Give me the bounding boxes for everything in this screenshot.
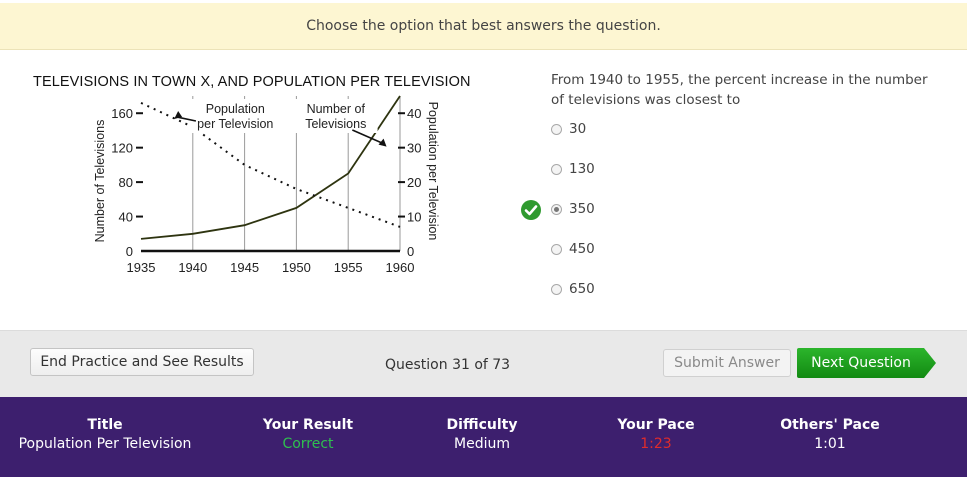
y-left-tick-label: 80 bbox=[119, 175, 133, 190]
y-right-tick-label: 10 bbox=[407, 210, 421, 225]
answer-option-3[interactable]: 350 bbox=[551, 201, 595, 217]
stat-heading: Your Result bbox=[262, 417, 354, 433]
annotation-population-line1: Population bbox=[206, 102, 265, 116]
x-tick-label: 1950 bbox=[282, 260, 311, 275]
radio-button[interactable] bbox=[551, 123, 562, 135]
y-left-tick-label: 120 bbox=[111, 141, 133, 156]
stat-heading: Title bbox=[87, 417, 123, 433]
y-left-axis-title: Number of Televisions bbox=[93, 120, 107, 243]
option-label: 350 bbox=[569, 201, 595, 217]
stat-title: Title Population Per Television bbox=[15, 417, 195, 452]
y-left-tick-label: 0 bbox=[126, 244, 133, 259]
y-right-tick-label: 30 bbox=[407, 141, 421, 156]
next-question-button[interactable]: Next Question bbox=[797, 348, 937, 378]
radio-button[interactable] bbox=[551, 243, 562, 255]
next-question-label: Next Question bbox=[811, 355, 911, 371]
answer-option-1[interactable]: 30 bbox=[551, 121, 586, 137]
series-line-0 bbox=[140, 95, 401, 240]
stat-value: Medium bbox=[454, 436, 510, 452]
instruction-banner: Choose the option that best answers the … bbox=[0, 3, 967, 50]
stat-your-pace: Your Pace 1:23 bbox=[566, 417, 746, 452]
answer-option-4[interactable]: 450 bbox=[551, 241, 595, 257]
arrow-head-televisions bbox=[378, 138, 387, 147]
annotation-televisions-line1: Number of bbox=[307, 102, 366, 116]
y-right-tick-label: 20 bbox=[407, 175, 421, 190]
stat-value: Population Per Television bbox=[18, 436, 192, 452]
annotation-arrow-televisions bbox=[352, 129, 384, 145]
instruction-text: Choose the option that best answers the … bbox=[306, 18, 661, 34]
tv-population-chart: 1935 1940 1945 1950 1955 19600408012016001020… bbox=[93, 95, 440, 275]
annotation-bg bbox=[293, 99, 378, 133]
annotation-televisions-line2: Televisions bbox=[305, 117, 366, 131]
x-tick-label: 1940 bbox=[178, 260, 207, 275]
stat-heading: Others' Pace bbox=[780, 417, 880, 433]
x-tick-label: 1945 bbox=[230, 260, 259, 275]
y-left-tick-label: 160 bbox=[111, 106, 133, 121]
answer-option-2[interactable]: 130 bbox=[551, 161, 595, 177]
y-left-tick-label: 40 bbox=[119, 210, 133, 225]
stat-result: Your Result Correct bbox=[218, 417, 398, 452]
arrow-head-population bbox=[174, 111, 183, 120]
stat-heading: Difficulty bbox=[446, 417, 518, 433]
stat-value: 1:23 bbox=[640, 436, 672, 452]
x-tick-label: 1960 bbox=[386, 260, 415, 275]
option-label: 650 bbox=[569, 281, 595, 297]
stat-others-pace: Others' Pace 1:01 bbox=[740, 417, 920, 452]
next-arrow-shape bbox=[797, 348, 936, 378]
annotation-bg bbox=[191, 99, 284, 133]
stat-value: Correct bbox=[282, 436, 334, 452]
y-right-axis-title: Population per Television bbox=[426, 102, 440, 241]
option-label: 30 bbox=[569, 121, 587, 137]
stat-heading: Your Pace bbox=[617, 417, 695, 433]
stat-difficulty: Difficulty Medium bbox=[392, 417, 572, 452]
answer-option-5[interactable]: 650 bbox=[551, 281, 595, 297]
stats-footer bbox=[0, 397, 967, 477]
question-counter: Question 31 of 73 bbox=[385, 357, 511, 373]
radio-button[interactable] bbox=[551, 283, 562, 295]
submit-answer-button[interactable]: Submit Answer bbox=[663, 349, 791, 377]
end-practice-button[interactable]: End Practice and See Results bbox=[30, 348, 254, 376]
option-label: 450 bbox=[569, 241, 595, 257]
x-tick-label: 1955 bbox=[334, 260, 363, 275]
correct-check-icon bbox=[521, 200, 541, 220]
chart-title: TELEVISIONS IN TOWN X, AND POPULATION PE… bbox=[33, 74, 471, 90]
option-label: 130 bbox=[569, 161, 595, 177]
radio-button-selected[interactable] bbox=[551, 203, 562, 215]
y-right-tick-label: 0 bbox=[407, 244, 414, 259]
annotation-population-line2: per Television bbox=[197, 117, 273, 131]
annotation-arrow-population bbox=[176, 116, 197, 122]
question-text: From 1940 to 1955, the percent increase … bbox=[551, 72, 928, 108]
stat-value: 1:01 bbox=[814, 436, 846, 452]
y-right-tick-label: 40 bbox=[407, 106, 421, 121]
x-tick-label: 1935 bbox=[127, 260, 156, 275]
radio-button[interactable] bbox=[551, 163, 562, 175]
